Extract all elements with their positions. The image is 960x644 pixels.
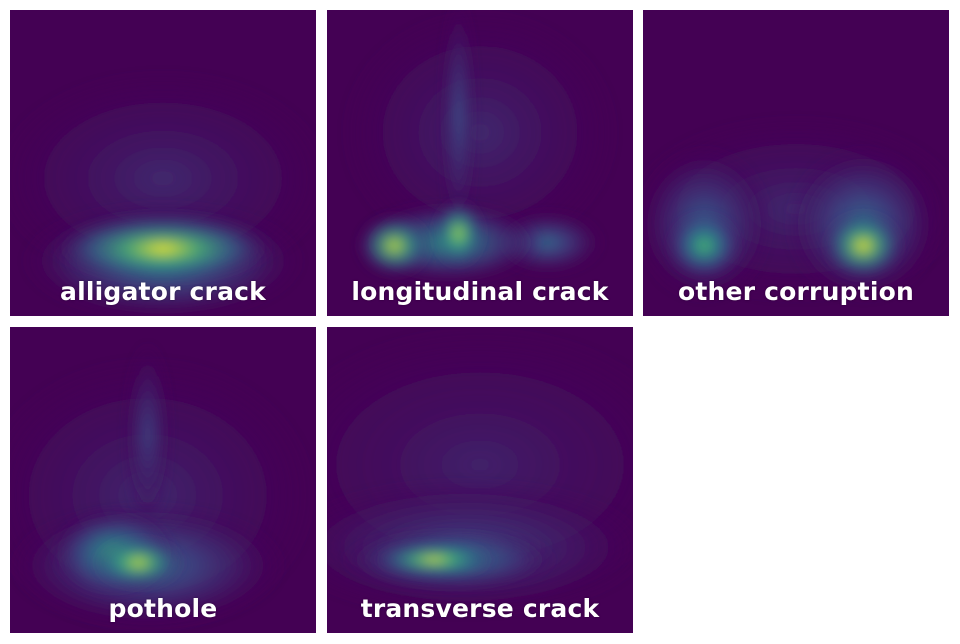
heatmap-hotspot	[667, 211, 741, 280]
heatmap-hotspot	[126, 342, 170, 526]
heatmap-hotspot	[92, 538, 185, 588]
panel-title: alligator crack	[60, 277, 266, 306]
heatmap-hotspot	[443, 10, 474, 240]
heatmap-panel-longitudinal-crack: longitudinal crack	[327, 10, 633, 316]
heatmap-hotspot	[52, 215, 274, 283]
heatmap-hotspot	[342, 10, 618, 255]
panel-title: transverse crack	[360, 594, 600, 623]
panel-title: pothole	[108, 594, 218, 623]
heatmap-canvas	[10, 10, 316, 316]
heatmap-hotspot	[434, 199, 484, 268]
heatmap-panel-other-corruption: other corruption	[643, 10, 949, 316]
heatmap-canvas	[327, 10, 633, 316]
panel-title: other corruption	[678, 277, 914, 306]
heatmap-panel-pothole: pothole	[10, 327, 316, 633]
heatmap-hotspot	[357, 215, 432, 277]
heatmap-hotspot	[823, 211, 904, 280]
heatmap-hotspot	[372, 544, 496, 575]
heatmap-canvas	[10, 327, 316, 633]
heatmap-canvas	[327, 327, 633, 633]
heatmap-canvas	[643, 10, 949, 316]
heatmap-panel-alligator-crack: alligator crack	[10, 10, 316, 316]
panel-title: longitudinal crack	[351, 277, 609, 306]
heatmap-panel-transverse-crack: transverse crack	[327, 327, 633, 633]
